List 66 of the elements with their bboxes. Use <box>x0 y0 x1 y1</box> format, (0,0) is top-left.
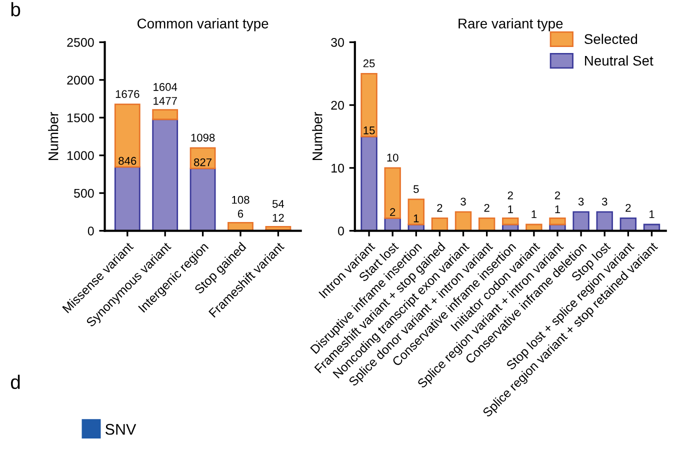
total-label: 3 <box>460 198 466 206</box>
y-tick-label: 30 <box>331 38 344 47</box>
y-tick-label: 2500 <box>67 38 94 47</box>
text: SNV <box>105 424 136 435</box>
y-tick-label: 20 <box>331 100 344 110</box>
bar <box>114 166 140 231</box>
total-label: 5 <box>414 185 419 193</box>
y-tick-label: 1000 <box>68 151 94 160</box>
chart-title: Rare variant type <box>458 18 563 32</box>
y-tick-label: 2000 <box>67 76 94 85</box>
bar <box>152 118 178 231</box>
y-tick-label: 10 <box>332 164 344 173</box>
bar <box>502 218 519 226</box>
y-axis-title: Number <box>48 112 58 160</box>
bar <box>454 211 472 231</box>
bar <box>152 109 178 120</box>
y-tick-label: 0 <box>88 226 94 236</box>
data-label: 12 <box>272 214 284 222</box>
bar <box>431 218 448 231</box>
legend-label: Selected <box>584 34 638 44</box>
bar <box>190 147 216 170</box>
total-label: 1098 <box>191 134 215 142</box>
y-tick-label: 500 <box>74 188 94 198</box>
total-label: 1 <box>649 210 654 218</box>
y-axis-title: Number <box>312 112 322 160</box>
bar <box>596 211 613 231</box>
total-label: 2 <box>626 204 631 212</box>
data-label: 827 <box>194 158 212 166</box>
bar <box>478 218 496 231</box>
total-label: 1 <box>532 210 536 218</box>
bar <box>384 167 401 219</box>
data-label: 2 <box>390 208 396 216</box>
bar <box>360 72 378 138</box>
total-label: 108 <box>232 196 250 204</box>
total-label: 25 <box>363 59 375 68</box>
total-label: 3 <box>602 198 608 206</box>
data-label: 6 <box>238 210 244 218</box>
bar <box>572 211 590 231</box>
total-label: 10 <box>387 154 398 162</box>
data-label: 846 <box>118 156 136 165</box>
bar <box>228 222 254 231</box>
text: d <box>10 374 20 390</box>
data-label: 1 <box>414 214 419 222</box>
legend-label: Neutral Set <box>585 55 654 66</box>
total-label: 1676 <box>116 90 140 98</box>
y-tick-label: 0 <box>338 226 344 236</box>
total-label: 2 <box>484 204 490 212</box>
bar <box>114 104 140 168</box>
total-label: 1604 <box>154 83 178 91</box>
bar <box>190 168 216 231</box>
bar <box>620 218 637 231</box>
data-label: 1 <box>555 205 560 214</box>
total-label: 3 <box>578 198 584 206</box>
data-label: 1477 <box>154 97 177 105</box>
total-label: 54 <box>272 200 284 208</box>
data-label: 1 <box>508 205 513 214</box>
bar <box>360 136 378 231</box>
bar <box>408 198 424 226</box>
total-label: 2 <box>508 191 513 200</box>
data-label: 15 <box>364 126 375 134</box>
text: b <box>11 2 20 16</box>
total-label: 2 <box>437 204 442 212</box>
chart-title: Common variant type <box>138 18 268 32</box>
y-tick-label: 1500 <box>68 113 94 122</box>
total-label: 2 <box>554 191 560 200</box>
bar <box>549 218 566 226</box>
